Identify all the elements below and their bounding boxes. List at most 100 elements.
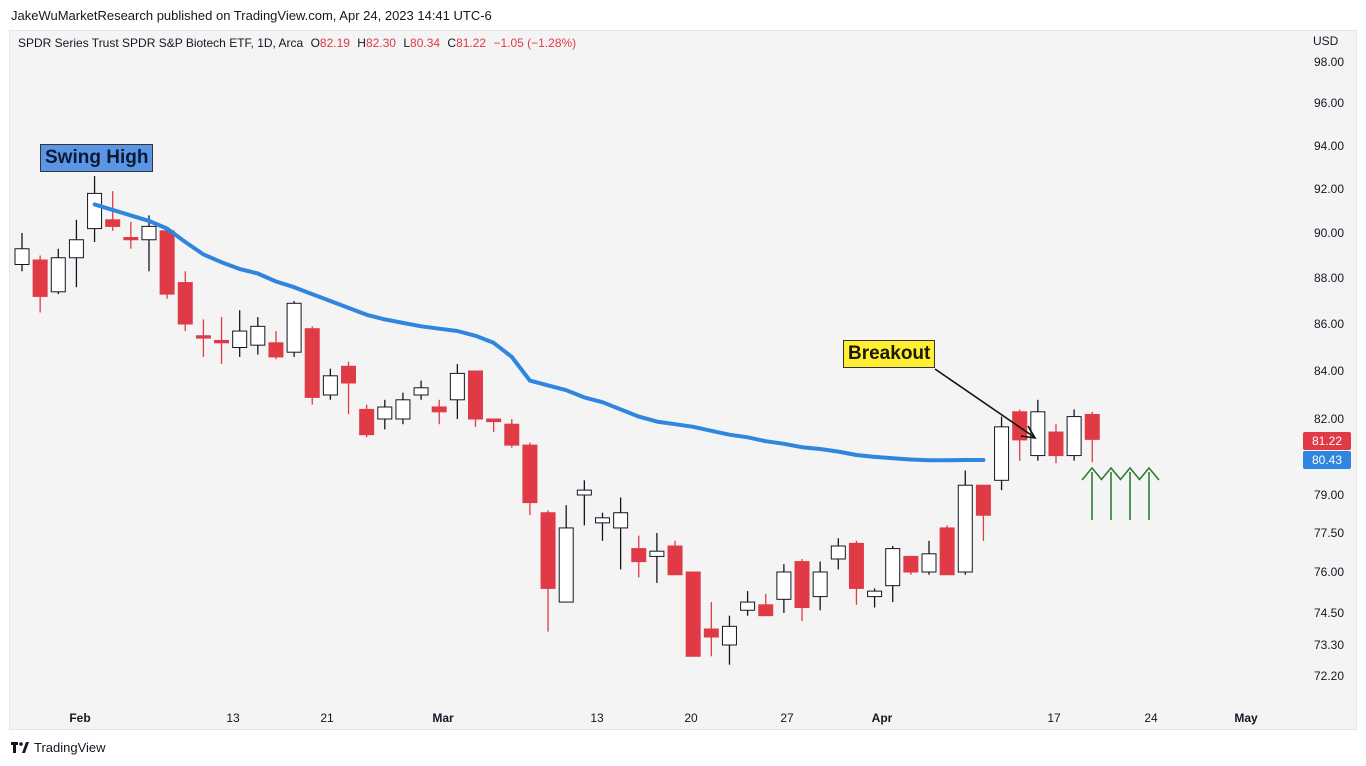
candle-down-body: [195, 335, 211, 339]
candle-down-body: [758, 604, 774, 617]
candle-up-body: [613, 512, 629, 529]
y-tick-label: 98.00: [1314, 55, 1344, 69]
y-tick-label: 77.50: [1314, 526, 1344, 540]
candle-down-body: [105, 219, 121, 227]
y-tick-label: 86.00: [1314, 317, 1344, 331]
candle-down-body: [685, 571, 701, 657]
open-value: 82.19: [319, 36, 350, 50]
candle-up-body: [377, 406, 393, 420]
candle-down-body: [903, 555, 919, 573]
candle-down-body: [268, 342, 284, 358]
y-tick-label: 84.00: [1314, 364, 1344, 378]
x-tick-label: 27: [780, 711, 794, 725]
candle-up-body: [830, 545, 846, 560]
y-tick-label: 72.20: [1314, 669, 1344, 683]
ma-price-tag: 80.43: [1303, 451, 1351, 469]
swing-high-callout: Swing High: [40, 144, 154, 172]
candle-up-body: [867, 590, 883, 598]
y-tick-label: 73.30: [1314, 638, 1344, 652]
y-tick-label: 88.00: [1314, 271, 1344, 285]
breakout-callout: Breakout: [843, 340, 936, 368]
candle-down-body: [703, 628, 719, 638]
high-value: 82.30: [365, 36, 396, 50]
candle-up-body: [776, 571, 792, 600]
candle-up-body: [250, 325, 266, 346]
candle-down-body: [1012, 411, 1028, 441]
candle-down-body: [631, 548, 647, 563]
candle-up-body: [740, 601, 756, 611]
candle-up-body: [14, 248, 30, 265]
last-price-tag: 81.22: [1303, 432, 1351, 450]
candle-up-body: [395, 399, 411, 420]
x-tick-label: Mar: [432, 711, 454, 725]
y-tick-label: 94.00: [1314, 139, 1344, 153]
candle-down-body: [975, 484, 991, 516]
candle-up-body: [594, 517, 610, 524]
candle-down-body: [32, 259, 48, 297]
candle-up-body: [50, 257, 66, 293]
candle-down-body: [214, 339, 230, 344]
support-arrow-head: [1081, 466, 1103, 481]
candle-up-body: [921, 553, 937, 573]
candle-down-body: [667, 545, 683, 576]
candle-up-body: [576, 489, 592, 496]
moving-average-line: [92, 202, 986, 463]
breakout-arrow-line: [934, 368, 1035, 438]
candle-up-body: [413, 387, 429, 396]
x-tick-label: 21: [320, 711, 334, 725]
candle-down-body: [1048, 431, 1064, 457]
candle-down-body: [848, 542, 864, 589]
candle-down-body: [123, 237, 139, 241]
support-arrow-head: [1100, 466, 1122, 481]
candle-up-body: [1030, 411, 1046, 457]
candle-up-body: [721, 625, 737, 646]
high-label: H: [357, 36, 366, 50]
candle-down-body: [504, 423, 520, 446]
y-tick-label: 90.00: [1314, 226, 1344, 240]
candle-up-body: [649, 550, 665, 557]
symbol-title: SPDR Series Trust SPDR S&P Biotech ETF, …: [18, 36, 304, 50]
candle-down-body: [468, 370, 483, 420]
y-tick-label: 74.50: [1314, 606, 1344, 620]
candle-up-body: [558, 527, 574, 603]
chart-panel[interactable]: [9, 30, 1357, 730]
low-label: L: [403, 36, 411, 50]
x-tick-label: 13: [226, 711, 240, 725]
tradingview-brand[interactable]: TradingView: [11, 740, 106, 755]
candle-up-body: [232, 330, 248, 348]
candle-down-body: [341, 365, 357, 384]
y-tick-label: 76.00: [1314, 565, 1344, 579]
y-tick-label: 82.00: [1314, 412, 1344, 426]
candle-down-body: [486, 418, 502, 423]
candle-up-body: [449, 372, 465, 401]
candle-up-body: [1066, 416, 1082, 457]
open-label: O: [310, 36, 320, 50]
candle-down-body: [159, 230, 175, 295]
x-tick-label: Apr: [872, 711, 893, 725]
x-tick-label: 24: [1144, 711, 1158, 725]
brand-label: TradingView: [34, 740, 106, 755]
candle-up-body: [87, 192, 103, 230]
y-tick-label: 79.00: [1314, 488, 1344, 502]
candle-up-body: [141, 225, 157, 241]
candle-down-body: [522, 444, 538, 504]
candle-down-body: [794, 561, 810, 609]
close-value: 81.22: [456, 36, 487, 50]
publisher-line: JakeWuMarketResearch published on Tradin…: [11, 8, 492, 23]
candle-up-body: [68, 239, 84, 259]
y-tick-label: 92.00: [1314, 182, 1344, 196]
candle-up-body: [994, 426, 1010, 481]
candle-up-body: [885, 548, 901, 587]
candle-up-body: [812, 571, 828, 598]
x-tick-label: 13: [590, 711, 604, 725]
change-value: −1.05 (−1.28%): [493, 36, 577, 50]
candle-up-body: [286, 302, 302, 353]
candle-down-body: [540, 512, 556, 589]
candle-up-body: [957, 484, 973, 573]
symbol-legend: SPDR Series Trust SPDR S&P Biotech ETF, …: [18, 36, 576, 50]
x-tick-label: May: [1234, 711, 1258, 725]
x-tick-label: Feb: [69, 711, 90, 725]
candle-down-body: [359, 408, 375, 436]
tradingview-logo-icon: [11, 742, 29, 753]
